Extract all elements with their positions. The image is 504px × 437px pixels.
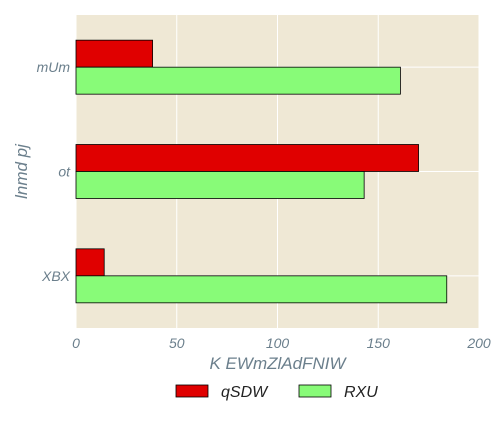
x-tick-label: 100 [266,335,290,351]
x-axis-label: K EWmZlAdFNIW [210,354,348,373]
legend-swatch-RXU [298,384,332,398]
bar-qSDW-XBX [75,248,105,277]
y-axis-label: lnmd pj [12,143,31,199]
legend-label-qSDW: qSDW [221,384,269,401]
legend-swatch-qSDW [175,384,209,398]
x-tick-label: 50 [169,335,185,351]
bar-RXU-XBX [75,275,448,304]
y-tick-label: ot [58,164,71,180]
legend-label-RXU: RXU [344,384,378,401]
bar-RXU-mUm [75,66,401,95]
legend: qSDW RXU [175,384,378,401]
bar-qSDW-ot [75,144,419,172]
y-tick-label: XBX [41,268,71,284]
bar-RXU-ot [75,171,365,199]
x-tick-label: 150 [367,335,391,351]
bar-qSDW-mUm [75,39,153,68]
x-tick-labels: 0 50 100 150 200 [72,335,491,351]
x-tick-label: 0 [72,335,80,351]
x-tick-label: 200 [466,335,491,351]
y-tick-label: mUm [37,59,71,75]
y-tick-labels: XBX ot mUm [37,59,72,284]
bars [75,39,448,304]
